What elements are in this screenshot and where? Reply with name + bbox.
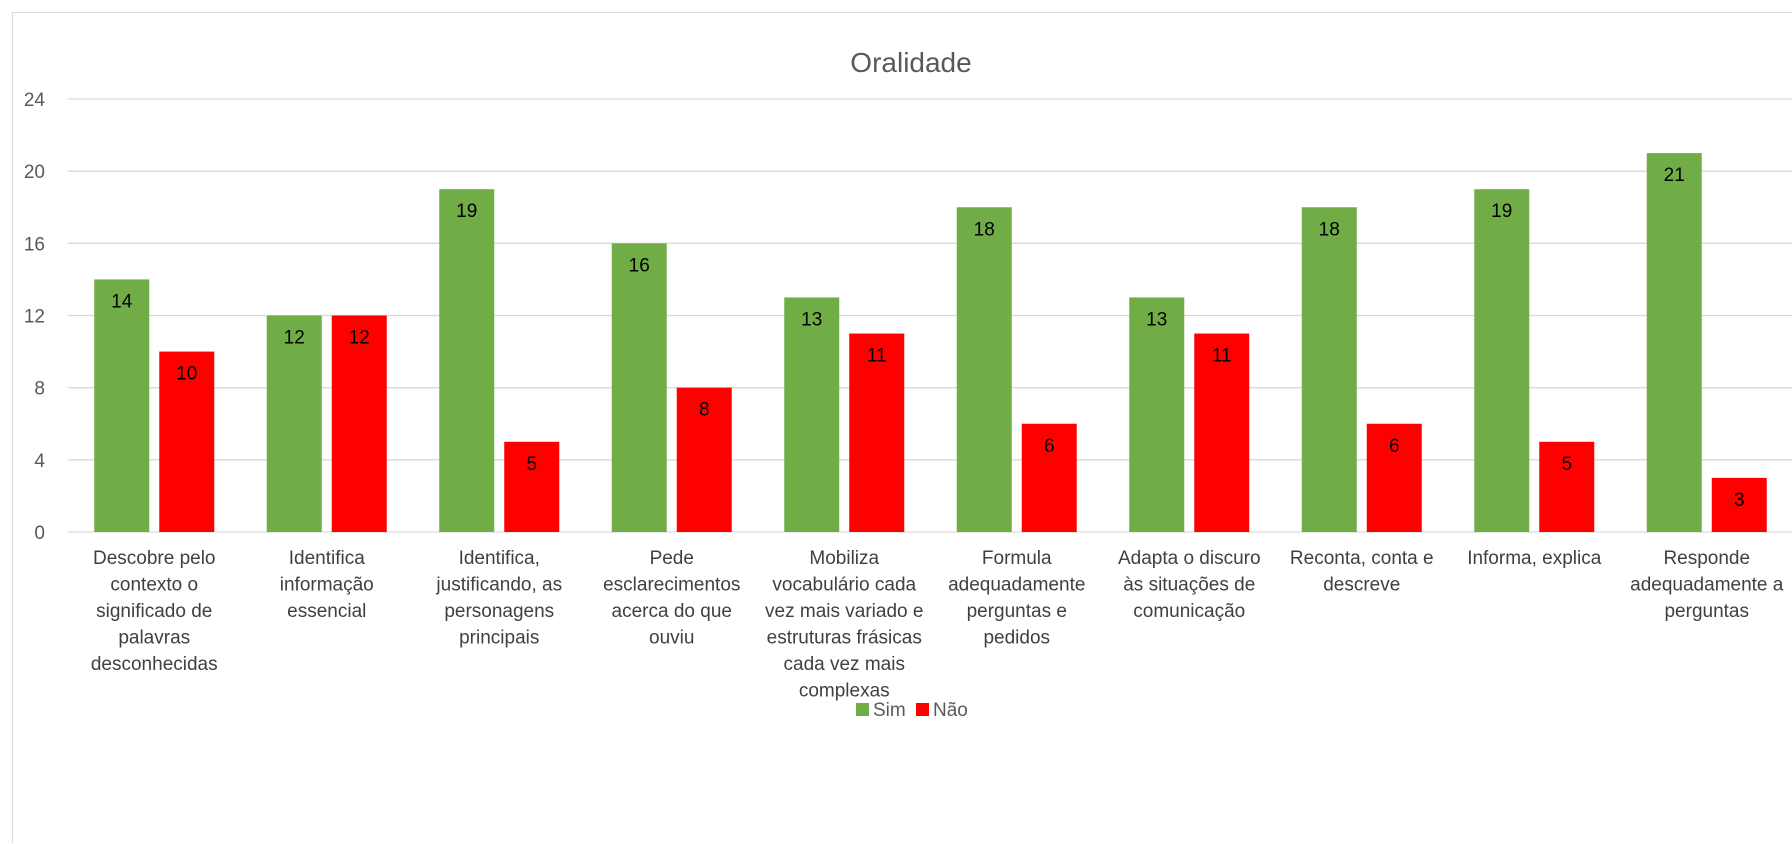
data-label: 5 xyxy=(1561,454,1572,475)
data-label: 5 xyxy=(526,454,537,475)
category-label: Informa, explica xyxy=(1467,548,1602,569)
bar-nao xyxy=(1711,477,1767,532)
y-tick-label: 4 xyxy=(34,451,45,472)
y-tick-label: 24 xyxy=(24,90,46,111)
data-label: 6 xyxy=(1389,436,1400,457)
data-label: 13 xyxy=(801,309,822,330)
data-label: 21 xyxy=(1664,165,1685,186)
bar-sim xyxy=(784,297,840,532)
y-tick-label: 16 xyxy=(24,234,45,255)
data-label: 10 xyxy=(176,364,197,385)
bar-nao xyxy=(1366,423,1422,532)
data-label: 19 xyxy=(1491,201,1512,222)
gridlines xyxy=(68,98,1792,533)
category-label: Mobiliza vocabulário cada vez mais variado… xyxy=(765,548,923,702)
y-axis-ticks: 0 4 8 12 16 20 24 xyxy=(24,90,46,544)
data-label: 16 xyxy=(629,255,650,276)
data-label: 19 xyxy=(456,201,477,222)
bar-sim xyxy=(94,279,150,532)
bar-nao xyxy=(331,315,387,532)
bar-nao xyxy=(159,351,215,532)
bar-nao xyxy=(676,387,732,532)
data-label: 11 xyxy=(867,346,887,367)
category-label: Pede esclarecimentos acerca do que ouviu xyxy=(603,548,740,649)
data-label: 6 xyxy=(1044,436,1055,457)
chart-frame: Oralidade 0 4 8 12 16 20 24 14 10 12 12 19 5 16 8 13 11… xyxy=(12,12,1792,843)
bar-sim xyxy=(266,315,322,532)
category-label: Reconta, conta e descreve xyxy=(1290,548,1434,596)
data-label: 14 xyxy=(111,291,133,312)
data-label: 11 xyxy=(1212,346,1232,367)
category-label: Descobre pelo contexto o significado de pal… xyxy=(91,548,218,675)
data-label: 13 xyxy=(1146,309,1167,330)
category-label: Responde adequadamente a perguntas xyxy=(1630,548,1784,622)
bar-nao xyxy=(849,333,905,532)
bar-sim xyxy=(1646,153,1702,532)
chart-title: Oralidade xyxy=(850,47,971,78)
category-label: Formula adequadamente perguntas e pedidos xyxy=(948,548,1085,649)
y-tick-label: 0 xyxy=(34,523,45,544)
data-label: 18 xyxy=(974,219,995,240)
legend-label-nao: Não xyxy=(933,700,968,721)
y-tick-label: 20 xyxy=(24,162,45,183)
data-label: 8 xyxy=(699,400,710,421)
bar-sim xyxy=(956,207,1012,532)
bar-sim xyxy=(439,189,495,533)
category-label: Identifica informação essencial xyxy=(280,548,374,622)
data-label: 12 xyxy=(284,328,305,349)
data-label: 18 xyxy=(1319,219,1340,240)
x-axis-categories: Descobre pelo contexto o significado de pal… xyxy=(91,548,1784,702)
data-label: 3 xyxy=(1734,490,1745,511)
bar-sim xyxy=(611,243,667,533)
bar-nao xyxy=(1539,441,1595,532)
bar-chart: Oralidade 0 4 8 12 16 20 24 14 10 12 12 19 5 16 8 13 11… xyxy=(24,47,1792,721)
legend-swatch-nao xyxy=(916,703,929,716)
legend-swatch-sim xyxy=(856,703,869,716)
bars xyxy=(94,153,1767,533)
bar-sim xyxy=(1474,189,1530,533)
data-label: 12 xyxy=(349,328,370,349)
legend: Sim Não xyxy=(856,700,968,721)
bar-sim xyxy=(1301,207,1357,532)
y-tick-label: 8 xyxy=(34,379,45,400)
data-labels: 14 10 12 12 19 5 16 8 13 11 18 6 13 11 18 6 19 5 21 3 xyxy=(111,165,1744,511)
y-tick-label: 12 xyxy=(24,307,45,328)
bar-nao xyxy=(1194,333,1250,532)
bar-nao xyxy=(1021,423,1077,532)
bar-sim xyxy=(1129,297,1185,532)
category-label: Identifica, justificando, as personagens pr… xyxy=(435,548,562,649)
legend-label-sim: Sim xyxy=(873,700,906,721)
bar-nao xyxy=(504,441,560,532)
category-label: Adapta o discuro às situações de comunicaç… xyxy=(1118,548,1261,622)
